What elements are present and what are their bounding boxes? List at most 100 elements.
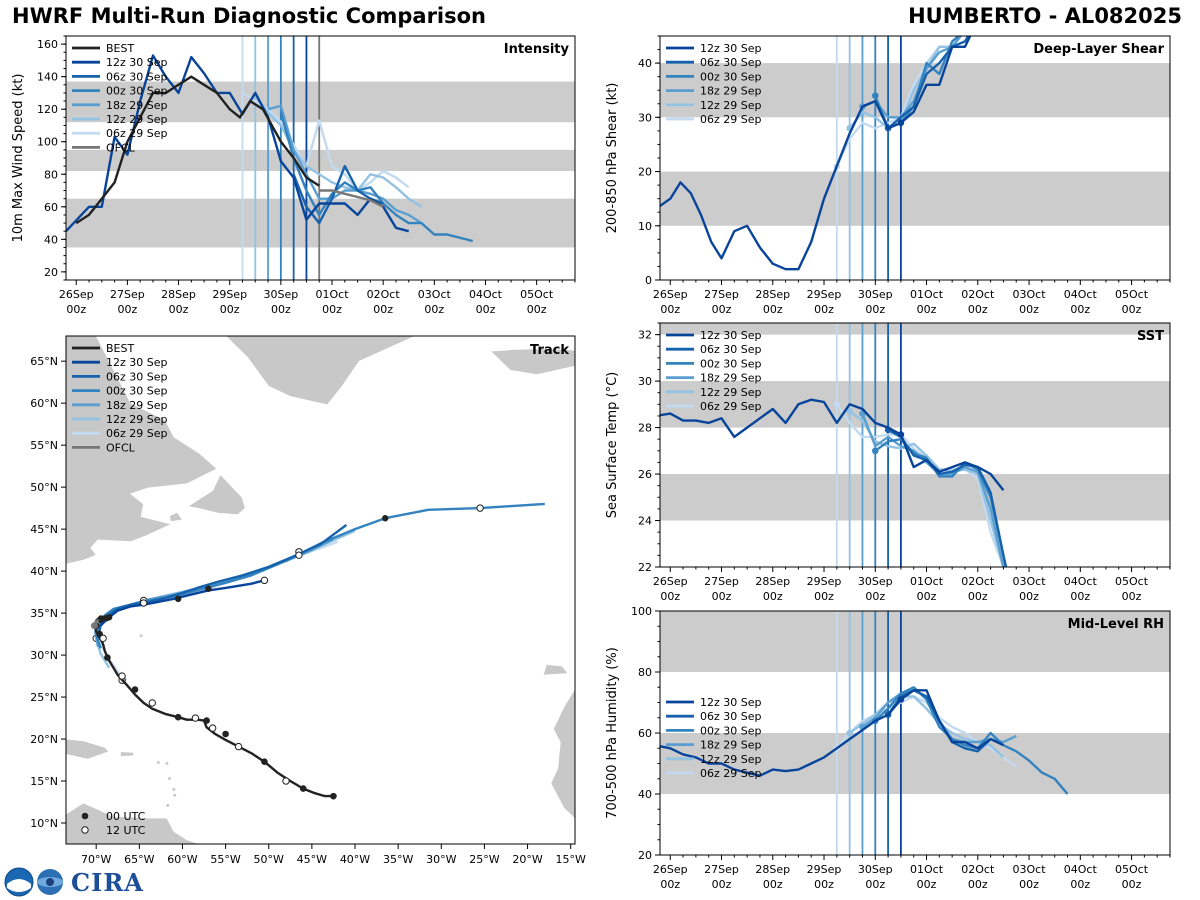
intensity-xtick-label: 28Sep (161, 288, 196, 301)
island-3 (173, 793, 177, 797)
rh-xtick-label: 04Oct (1064, 863, 1098, 876)
rh-xtick-sublabel: 00z (968, 878, 988, 891)
rh-plot-area (660, 611, 1170, 855)
best-point-12z (234, 742, 243, 751)
rh-xtick-sublabel: 00z (1070, 878, 1090, 891)
rh-series-5 (835, 695, 1017, 768)
intensity-ytick-label: 20 (44, 266, 58, 279)
shear-series-0 (660, 36, 972, 271)
sst-band-2 (660, 323, 1170, 335)
rh-xtick-label: 27Sep (704, 863, 739, 876)
sst-init-point-5 (833, 401, 841, 408)
rh-xtick-label: 26Sep (653, 863, 688, 876)
intensity-xtick-label: 05Oct (520, 288, 554, 301)
shear-xtick-sublabel: 00z (1122, 303, 1142, 316)
land-mass-5 (550, 687, 575, 820)
track-xtick-label: 30°W (426, 853, 456, 866)
sst-panel: 22 24 26 28 30 32 26Sep 00z 27Sep 00z 28Sep 00z 29Se… (605, 322, 1171, 603)
shear-ytick-label: 10 (638, 220, 652, 233)
land-mass-6 (66, 738, 110, 760)
best-point-00z (203, 717, 210, 724)
best-point-00z (174, 713, 182, 721)
rh-xtick-sublabel: 00z (865, 878, 885, 891)
rh-panel: 20 40 60 80 100 26Sep 00z 27Sep 00z 28Sep 00z 29Sep… (605, 605, 1171, 891)
rh-xtick-sublabel: 00z (814, 878, 834, 891)
rh-ytick-label: 100 (631, 605, 652, 618)
track-point-12z (295, 551, 303, 559)
intensity-xtick-label: 02Oct (367, 288, 401, 301)
rh-ytick-label: 40 (638, 788, 652, 801)
rh-series-0 (660, 689, 1004, 777)
rh-xtick-sublabel: 00z (712, 878, 732, 891)
intensity-legend-label: OFCL (106, 141, 136, 154)
land-mass-7 (120, 751, 135, 758)
shear-xtick-sublabel: 00z (865, 303, 885, 316)
intensity-xtick-sublabel: 00z (322, 303, 342, 316)
intensity-xtick-label: 04Oct (469, 288, 503, 301)
sst-legend-label: 06z 29 Sep (700, 400, 762, 413)
track-ytick-label: 25°N (30, 691, 58, 704)
shear-legend-label: 18z 29 Sep (700, 85, 762, 98)
track-legend-label: 06z 29 Sep (106, 427, 168, 440)
track-map-area (66, 336, 575, 844)
track-xtick-label: 60°W (167, 853, 197, 866)
rh-xtick-label: 29Sep (807, 863, 842, 876)
intensity-best-line (75, 75, 320, 225)
shear-band-0 (660, 171, 1170, 226)
shear-xtick-sublabel: 00z (712, 303, 732, 316)
intensity-ytick-label: 80 (44, 168, 58, 181)
track-point-12z (260, 576, 269, 585)
intensity-ytick-label: 60 (44, 201, 58, 214)
sst-init-point-0 (897, 431, 905, 438)
track-xtick-label: 65°W (124, 853, 154, 866)
track-xtick-label: 40°W (340, 853, 370, 866)
cira-logo: CIRA (4, 866, 144, 898)
track-ytick-label: 60°N (30, 397, 58, 410)
sst-series-1 (887, 428, 1008, 567)
intensity-xtick-sublabel: 00z (220, 303, 240, 316)
sst-xtick-label: 27Sep (704, 575, 739, 588)
sst-xtick-sublabel: 00z (1122, 590, 1142, 603)
track-legend-00z-marker (81, 812, 89, 820)
sst-xtick-sublabel: 00z (1070, 590, 1090, 603)
track-panel: 10°N 15°N 20°N 25°N 30°N 35°N 40°N 45°N 50°N 55°N… (30, 335, 586, 866)
intensity-xtick-label: 30Sep (263, 288, 298, 301)
rh-xtick-label: 28Sep (755, 863, 790, 876)
sst-xtick-label: 02Oct (961, 575, 995, 588)
track-point-00z (382, 515, 389, 522)
sst-xtick-label: 28Sep (755, 575, 790, 588)
intensity-legend-label: 06z 30 Sep (106, 70, 168, 83)
intensity-xtick-sublabel: 00z (424, 303, 444, 316)
sst-xtick-sublabel: 00z (968, 590, 988, 603)
best-point-00z (330, 792, 337, 800)
sst-legend-label: 06z 30 Sep (700, 343, 762, 356)
sst-ytick-label: 32 (638, 329, 652, 342)
intensity-xtick-sublabel: 00z (117, 303, 137, 316)
rh-legend-label: 12z 29 Sep (700, 753, 762, 766)
sst-xtick-sublabel: 00z (660, 590, 680, 603)
shear-xtick-label: 26Sep (653, 288, 688, 301)
noaa-cira-logo-icon (4, 867, 63, 897)
track-ytick-label: 35°N (30, 607, 58, 620)
shear-title: Deep-Layer Shear (1033, 42, 1164, 57)
sst-xtick-label: 26Sep (653, 575, 688, 588)
shear-xtick-sublabel: 00z (1019, 303, 1039, 316)
best-point-12z (191, 714, 200, 722)
intensity-panel: 20 40 60 80 100 120 140 160 26Sep 00z 27Sep 00z 28Se… (11, 35, 576, 316)
track-point-00z (174, 595, 182, 603)
intensity-ofcl-line (319, 189, 384, 208)
intensity-xtick-sublabel: 00z (66, 303, 86, 316)
shear-xtick-label: 02Oct (961, 288, 995, 301)
land-mass-2 (169, 511, 184, 523)
best-point-12z (148, 699, 156, 707)
island-1 (172, 787, 176, 791)
sst-init-point-2 (871, 447, 879, 455)
intensity-series-1 (292, 164, 384, 225)
track-point-00z (205, 585, 212, 592)
sst-xtick-sublabel: 00z (1019, 590, 1039, 603)
intensity-ytick-label: 140 (37, 71, 58, 84)
track-series-0 (99, 579, 265, 627)
sst-legend-label: 12z 30 Sep (700, 329, 762, 342)
track-ytick-label: 15°N (30, 775, 58, 788)
shear-xtick-sublabel: 00z (660, 303, 680, 316)
